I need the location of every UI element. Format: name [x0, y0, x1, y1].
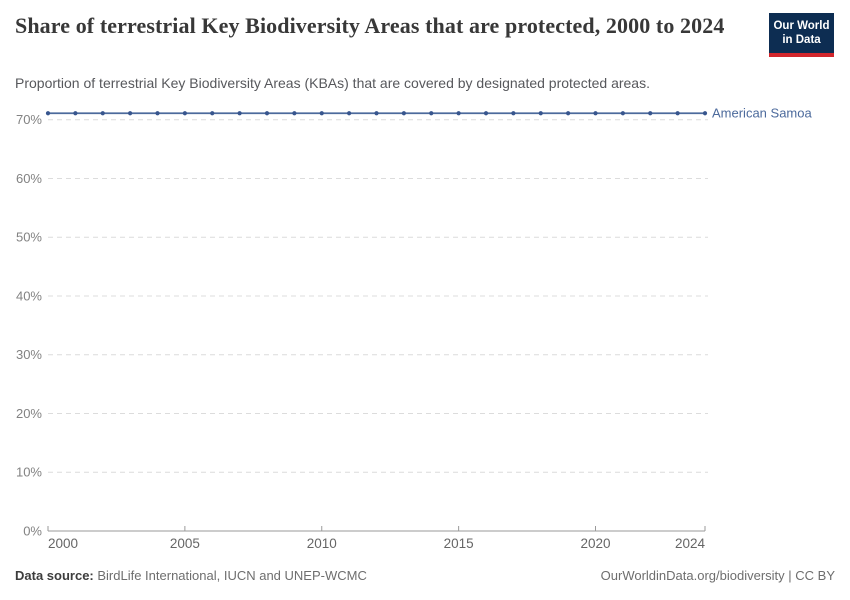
data-source-label: Data source: [15, 568, 94, 583]
data-point [100, 111, 105, 116]
footer-citation-link[interactable]: OurWorldinData.org/biodiversity | CC BY [600, 568, 835, 583]
y-tick-label: 0% [23, 524, 42, 539]
y-tick-label: 30% [16, 347, 42, 362]
data-point [155, 111, 160, 116]
chart-subtitle: Proportion of terrestrial Key Biodiversi… [15, 75, 650, 91]
x-tick-label: 2015 [444, 536, 474, 551]
data-point [483, 111, 489, 116]
y-tick-label: 70% [16, 112, 42, 127]
data-point [347, 111, 352, 116]
data-point [401, 111, 406, 116]
owid-logo-line2: in Data [782, 34, 821, 47]
data-point [675, 111, 680, 116]
data-point [538, 111, 543, 116]
y-tick-label: 10% [16, 465, 42, 480]
page-title: Share of terrestrial Key Biodiversity Ar… [15, 13, 725, 38]
x-tick-label: 2010 [307, 536, 337, 551]
owid-logo-line1: Our World [773, 20, 830, 32]
data-point [593, 111, 598, 116]
data-point [429, 111, 434, 116]
data-point [511, 111, 516, 116]
x-tick-label: 2005 [170, 536, 200, 551]
data-point [566, 111, 571, 116]
data-source: Data source: BirdLife International, IUC… [15, 568, 367, 583]
y-tick-label: 60% [16, 171, 42, 186]
data-point [128, 111, 133, 116]
entity-label[interactable]: American Samoa [712, 106, 812, 121]
data-point [702, 111, 708, 116]
data-point [45, 111, 51, 116]
data-point [182, 111, 187, 116]
y-tick-label: 50% [16, 230, 42, 245]
data-point [292, 111, 297, 116]
data-point [237, 111, 242, 116]
y-tick-label: 20% [16, 406, 42, 421]
data-point [264, 111, 270, 116]
y-tick-label: 40% [16, 288, 42, 303]
data-source-value: BirdLife International, IUCN and UNEP-WC… [93, 568, 367, 583]
data-point [620, 111, 625, 116]
data-point [73, 111, 78, 116]
x-tick-label: 2024 [675, 536, 706, 551]
owid-logo: Our World in Data [769, 13, 834, 57]
data-point [319, 111, 324, 116]
data-point [210, 111, 215, 116]
chart-footer: Data source: BirdLife International, IUC… [15, 568, 835, 583]
data-point [648, 111, 653, 116]
data-point [456, 111, 461, 116]
x-tick-label: 2020 [580, 536, 610, 551]
data-point [374, 111, 379, 116]
x-tick-label: 2000 [48, 536, 78, 551]
